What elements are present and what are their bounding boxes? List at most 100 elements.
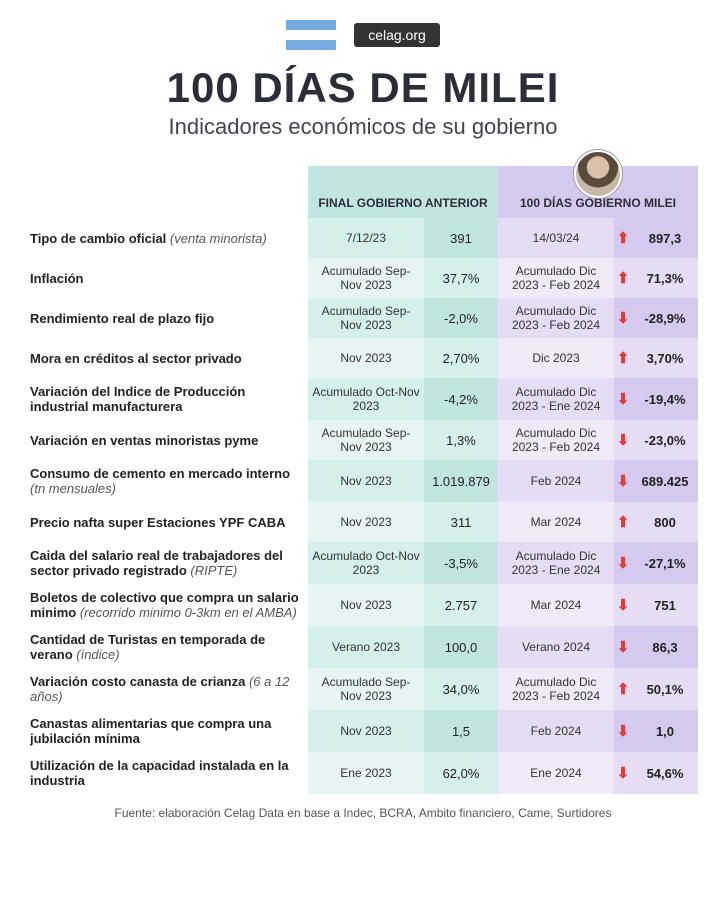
cur-value: 751 (632, 584, 698, 626)
cur-cell: Feb 2024⬇1,0 (498, 710, 698, 752)
prev-value: 100,0 (424, 626, 498, 668)
prev-value: 391 (424, 218, 498, 258)
prev-period: Acumulado Oct-Nov 2023 (308, 542, 424, 584)
cur-period: Verano 2024 (498, 626, 614, 668)
cur-period: Acumulado Dic 2023 - Feb 2024 (498, 420, 614, 460)
cur-period: Mar 2024 (498, 584, 614, 626)
arrow-down-icon: ⬇ (617, 554, 630, 572)
prev-value: 2,70% (424, 338, 498, 378)
prev-value: -4,2% (424, 378, 498, 420)
indicator-cell: Utilización de la capacidad instalada en… (28, 752, 308, 794)
prev-period: 7/12/23 (308, 218, 424, 258)
indicator-cell: Variación costo canasta de crianza (6 a … (28, 668, 308, 710)
cur-cell: Acumulado Dic 2023 - Ene 2024⬇-19,4% (498, 378, 698, 420)
indicator-sub: (tn mensuales) (30, 481, 116, 496)
table-row: Variación costo canasta de crianza (6 a … (28, 668, 698, 710)
indicator-cell: Cantidad de Turistas en temporada de ver… (28, 626, 308, 668)
cur-period: Acumulado Dic 2023 - Feb 2024 (498, 298, 614, 338)
indicator-cell: Variación del Indice de Producción indus… (28, 378, 308, 420)
arrow-down-icon: ⬇ (617, 596, 630, 614)
indicator-sub: (recorrido minimo 0-3km en el AMBA) (76, 605, 297, 620)
arrow-down-icon: ⬇ (617, 309, 630, 327)
indicator-main: Consumo de cemento en mercado interno (30, 466, 290, 481)
indicator-main: Utilización de la capacidad instalada en… (30, 758, 289, 788)
page-title: 100 DÍAS DE MILEI (28, 64, 698, 112)
indicator-main: Canastas alimentarias que compra una jub… (30, 716, 271, 746)
cur-period: 14/03/24 (498, 218, 614, 258)
cur-period: Dic 2023 (498, 338, 614, 378)
source-text: Fuente: elaboración Celag Data en base a… (28, 806, 698, 820)
prev-period: Acumulado Sep-Nov 2023 (308, 668, 424, 710)
infographic-page: celag.org 100 DÍAS DE MILEI Indicadores … (0, 0, 726, 830)
cur-cell: Acumulado Dic 2023 - Ene 2024⬇-27,1% (498, 542, 698, 584)
indicator-main: Mora en créditos al sector privado (30, 351, 242, 366)
prev-period: Verano 2023 (308, 626, 424, 668)
table-row: Cantidad de Turistas en temporada de ver… (28, 626, 698, 668)
table-row: Rendimiento real de plazo fijoAcumulado … (28, 298, 698, 338)
prev-value: 1,5 (424, 710, 498, 752)
cur-value: 3,70% (632, 338, 698, 378)
table-row: Variación del Indice de Producción indus… (28, 378, 698, 420)
prev-cell: Nov 20231,5 (308, 710, 498, 752)
header-top: celag.org (28, 20, 698, 50)
table-row: Caida del salario real de trabajadores d… (28, 542, 698, 584)
prev-cell: Acumulado Sep-Nov 202337,7% (308, 258, 498, 298)
table-row: Precio nafta super Estaciones YPF CABA No… (28, 502, 698, 542)
prev-cell: Nov 20232.757 (308, 584, 498, 626)
cur-period: Acumulado Dic 2023 - Ene 2024 (498, 378, 614, 420)
cur-period: Acumulado Dic 2023 - Feb 2024 (498, 258, 614, 298)
prev-cell: Acumulado Sep-Nov 202334,0% (308, 668, 498, 710)
prev-cell: Acumulado Sep-Nov 20231,3% (308, 420, 498, 460)
col-header-prev: FINAL GOBIERNO ANTERIOR (308, 166, 498, 218)
indicators-table: FINAL GOBIERNO ANTERIOR 100 DÍAS GOBIERN… (28, 166, 698, 794)
table-row: Consumo de cemento en mercado interno (t… (28, 460, 698, 502)
cur-cell: Feb 2024⬇689.425 (498, 460, 698, 502)
cur-period: Ene 2024 (498, 752, 614, 794)
arrow-down-icon: ⬇ (617, 390, 630, 408)
indicator-cell: Tipo de cambio oficial (venta minorista) (28, 218, 308, 258)
indicator-sub: (venta minorista) (166, 231, 266, 246)
cur-cell: Mar 2024⬆800 (498, 502, 698, 542)
arrow-up-icon: ⬆ (617, 269, 630, 287)
prev-value: 37,7% (424, 258, 498, 298)
table-row: Utilización de la capacidad instalada en… (28, 752, 698, 794)
prev-cell: Nov 20232,70% (308, 338, 498, 378)
indicator-cell: Canastas alimentarias que compra una jub… (28, 710, 308, 752)
table-row: Boletos de colectivo que compra un salar… (28, 584, 698, 626)
indicator-cell: Inflación (28, 258, 308, 298)
indicator-cell: Variación en ventas minoristas pyme (28, 420, 308, 460)
prev-value: 1,3% (424, 420, 498, 460)
arrow-down-icon: ⬇ (617, 472, 630, 490)
prev-cell: 7/12/23391 (308, 218, 498, 258)
arrow-up-icon: ⬆ (617, 349, 630, 367)
prev-period: Nov 2023 (308, 584, 424, 626)
table-row: Variación en ventas minoristas pymeAcumu… (28, 420, 698, 460)
prev-cell: Nov 2023311 (308, 502, 498, 542)
table-header: FINAL GOBIERNO ANTERIOR 100 DÍAS GOBIERN… (28, 166, 698, 218)
avatar-icon (574, 150, 622, 198)
cur-cell: Acumulado Dic 2023 - Feb 2024⬇-23,0% (498, 420, 698, 460)
prev-cell: Verano 2023100,0 (308, 626, 498, 668)
cur-value: 897,3 (632, 218, 698, 258)
prev-period: Nov 2023 (308, 460, 424, 502)
flag-argentina-icon (286, 20, 336, 50)
indicator-main: Variación costo canasta de crianza (30, 674, 245, 689)
arrow-down-icon: ⬇ (617, 638, 630, 656)
prev-value: 311 (424, 502, 498, 542)
prev-period: Nov 2023 (308, 502, 424, 542)
indicator-main: Precio nafta super Estaciones YPF CABA (30, 515, 286, 530)
indicator-sub: (RIPTE) (187, 563, 238, 578)
indicator-cell: Caida del salario real de trabajadores d… (28, 542, 308, 584)
cur-value: 800 (632, 502, 698, 542)
indicator-cell: Boletos de colectivo que compra un salar… (28, 584, 308, 626)
cur-cell: 14/03/24⬆897,3 (498, 218, 698, 258)
prev-value: 2.757 (424, 584, 498, 626)
indicator-main: Inflación (30, 271, 83, 286)
indicator-cell: Mora en créditos al sector privado (28, 338, 308, 378)
indicator-main: Tipo de cambio oficial (30, 231, 166, 246)
prev-cell: Acumulado Oct-Nov 2023-3,5% (308, 542, 498, 584)
cur-cell: Acumulado Dic 2023 - Feb 2024⬆71,3% (498, 258, 698, 298)
indicator-main: Variación del Indice de Producción indus… (30, 384, 245, 414)
prev-period: Acumulado Oct-Nov 2023 (308, 378, 424, 420)
cur-period: Acumulado Dic 2023 - Feb 2024 (498, 668, 614, 710)
